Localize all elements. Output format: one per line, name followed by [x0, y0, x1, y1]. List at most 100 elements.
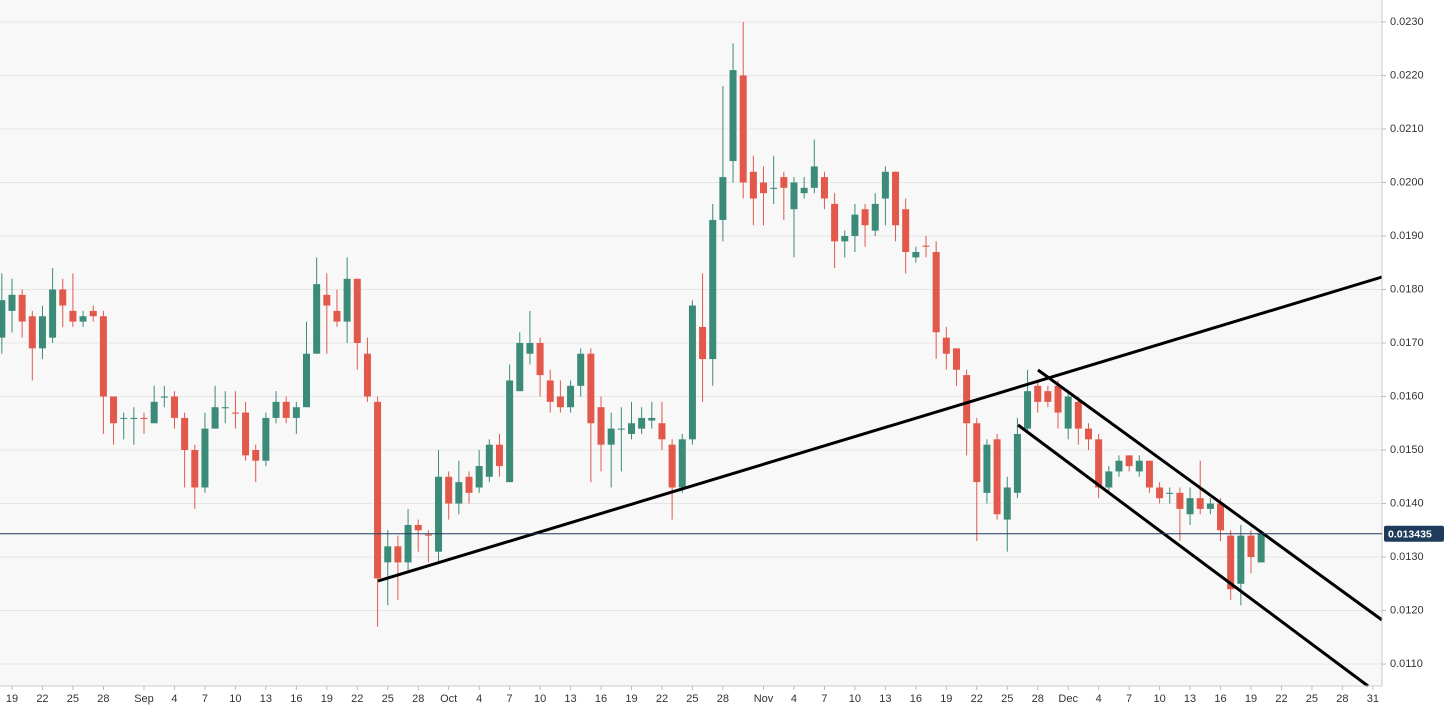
candle-body: [658, 423, 666, 440]
candle-body: [942, 337, 950, 354]
candle-body: [587, 353, 595, 424]
candle-body: [973, 423, 981, 483]
x-tick-label: 25: [1306, 693, 1318, 705]
y-tick-label: 0.0140: [1390, 497, 1424, 509]
x-tick-label: 25: [686, 693, 698, 705]
candle-body: [1156, 487, 1164, 499]
candle-body: [1084, 428, 1092, 440]
candle-body: [475, 466, 483, 488]
y-tick-label: 0.0170: [1390, 337, 1424, 349]
candle-body: [1186, 498, 1194, 515]
candle-body: [912, 252, 920, 258]
candle-body: [790, 182, 798, 210]
x-tick-label: 7: [507, 693, 513, 705]
candle-body: [1105, 471, 1113, 488]
candle-body: [516, 343, 524, 392]
candle-body: [536, 343, 544, 376]
candle-body: [780, 177, 788, 188]
current-price-label: 0.013435: [1388, 529, 1432, 541]
candle-body: [89, 310, 97, 317]
candle-body: [363, 353, 371, 397]
candle-body: [191, 450, 199, 488]
candle-body: [506, 380, 514, 483]
x-tick-label: 10: [229, 693, 241, 705]
candle-body: [495, 444, 503, 467]
candle-body: [272, 401, 280, 418]
candle-body: [414, 524, 422, 531]
x-tick-label: 22: [351, 693, 363, 705]
candle-body: [1125, 455, 1133, 467]
candle-body: [983, 444, 991, 493]
candle-body: [1013, 433, 1021, 493]
candle-body: [120, 417, 128, 419]
candle-body: [770, 187, 778, 189]
candle-body: [150, 401, 158, 424]
x-tick-label: 19: [940, 693, 952, 705]
candle-body: [465, 476, 473, 493]
candle-body: [404, 524, 412, 563]
candle-body: [99, 316, 107, 397]
current-price-box: [1384, 525, 1444, 542]
candle-body: [485, 444, 493, 477]
candle-body: [1237, 535, 1245, 584]
candle-body: [1247, 535, 1255, 558]
y-tick-label: 0.0160: [1390, 390, 1424, 402]
candle-body: [1044, 391, 1052, 402]
x-tick-label: Oct: [440, 693, 457, 705]
x-tick-label: 16: [595, 693, 607, 705]
candle-body: [932, 252, 940, 333]
candle-body: [130, 417, 138, 419]
candle-body: [678, 439, 686, 488]
candle-body: [445, 476, 453, 504]
candle-body: [59, 289, 67, 306]
x-tick-label: 31: [1367, 693, 1379, 705]
y-tick-label: 0.0120: [1390, 604, 1424, 616]
x-tick-label: 13: [260, 693, 272, 705]
overlay: 0.0110 0.0120 0.0130 0.0140 0.0150 0.0160 0.01…: [0, 16, 1444, 705]
candle-body: [861, 209, 869, 226]
candle-body: [1166, 492, 1174, 494]
candle-body: [333, 310, 341, 322]
x-tick-label: 25: [1001, 693, 1013, 705]
candle-body: [1145, 460, 1153, 488]
candle-body: [546, 380, 554, 402]
candle-body: [952, 348, 960, 370]
candle-body: [1217, 503, 1225, 531]
x-tick-label: 25: [382, 693, 394, 705]
candle-body: [963, 375, 971, 424]
candle-body: [181, 417, 189, 451]
candle-body: [28, 316, 36, 349]
candle-body: [1003, 487, 1011, 520]
candle-body: [0, 300, 6, 338]
candle-body: [69, 310, 77, 322]
y-tick-label: 0.0220: [1390, 69, 1424, 81]
plot: [0, 21, 1382, 665]
candle-body: [201, 428, 209, 488]
candle-body: [881, 171, 889, 199]
candle-body: [282, 401, 290, 418]
x-tick-label: 28: [717, 693, 729, 705]
candle-body: [374, 401, 382, 579]
x-tick-label: 7: [202, 693, 208, 705]
candle-body: [353, 278, 361, 343]
y-tick-label: 0.0130: [1390, 551, 1424, 563]
candle-body: [526, 343, 534, 354]
candle-body: [841, 235, 849, 242]
x-tick-label: 19: [625, 693, 637, 705]
x-tick-label: 28: [1032, 693, 1044, 705]
candle-body: [739, 75, 747, 183]
trendline: [1017, 423, 1369, 688]
x-tick-label: 22: [656, 693, 668, 705]
x-tick-label: 10: [849, 693, 861, 705]
trendlines: [377, 275, 1383, 688]
candle-body: [729, 70, 737, 162]
candle-body: [231, 412, 239, 414]
candle-body: [1074, 401, 1082, 429]
x-tick-label: Nov: [754, 693, 774, 705]
candle-body: [699, 326, 707, 360]
x-tick-label: Sep: [134, 693, 154, 705]
candle-body: [567, 385, 575, 408]
candle-body: [760, 182, 768, 194]
candle-body: [648, 417, 656, 421]
